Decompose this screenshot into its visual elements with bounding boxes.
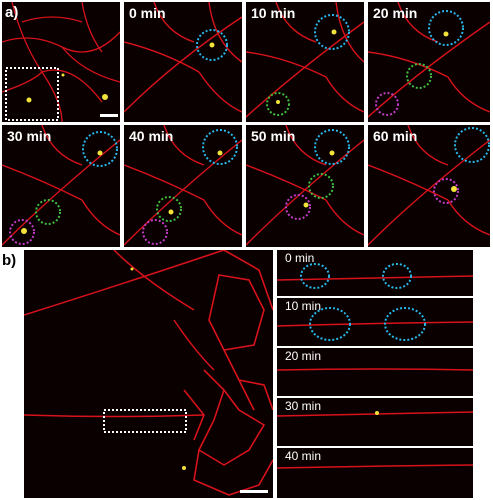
magenta-circle [142,219,168,245]
frame-20min: 20 min [368,2,490,122]
magenta-circle [9,219,35,245]
frame-time-label: 20 min [373,5,418,21]
panel-b-label: b) [2,252,17,269]
blue-circle [314,129,350,165]
blue-circle [202,129,238,165]
green-circle [406,63,432,89]
green-circle [266,92,290,116]
blue-circle [314,14,350,50]
scale-bar [100,114,118,117]
frame-time-label: 50 min [251,128,296,144]
blue-circle [82,131,118,167]
scale-bar [240,490,268,493]
frame-time-label: 60 min [373,128,418,144]
panel-a-overview: a) [2,2,120,122]
network-image [2,2,120,122]
blue-circle [454,127,490,163]
frame-time-label: 10 min [251,5,296,21]
green-circle [35,199,61,225]
blue-circle [309,307,351,341]
strip-30min: 30 min [277,398,473,446]
frame-30min: 30 min [2,125,120,247]
strip-40min: 40 min [277,448,473,498]
strip-time-label: 0 min [285,251,315,265]
strip-10min: 10 min [277,298,473,346]
blue-circle [428,10,464,46]
blue-circle [196,29,228,61]
frame-50min: 50 min [246,125,364,247]
blue-circle [382,263,412,289]
blue-circle [384,307,426,341]
blue-circle [300,263,330,289]
magenta-circle [285,194,311,220]
magenta-circle [433,178,459,204]
panel-b-overview [24,250,273,498]
frame-60min: 60 min [368,125,490,247]
zoom-region-box [103,409,187,433]
frame-40min: 40 min [124,125,242,247]
frame-time-label: 40 min [129,128,174,144]
network-image [24,250,273,496]
frame-time-label: 30 min [7,128,52,144]
strip-time-label: 30 min [285,399,322,413]
strip-time-label: 40 min [285,449,322,463]
frame-time-label: 0 min [129,5,166,21]
strip-20min: 20 min [277,348,473,396]
strip-time-label: 10 min [285,299,322,313]
green-circle [308,173,334,199]
strip-0min: 0 min [277,250,473,296]
frame-0min: 0 min [124,2,242,122]
frame-10min: 10 min [246,2,364,122]
green-circle [156,196,182,222]
panel-a-label: a) [5,4,19,21]
magenta-circle [375,92,399,116]
strip-time-label: 20 min [285,349,322,363]
zoom-region-box [5,67,59,121]
